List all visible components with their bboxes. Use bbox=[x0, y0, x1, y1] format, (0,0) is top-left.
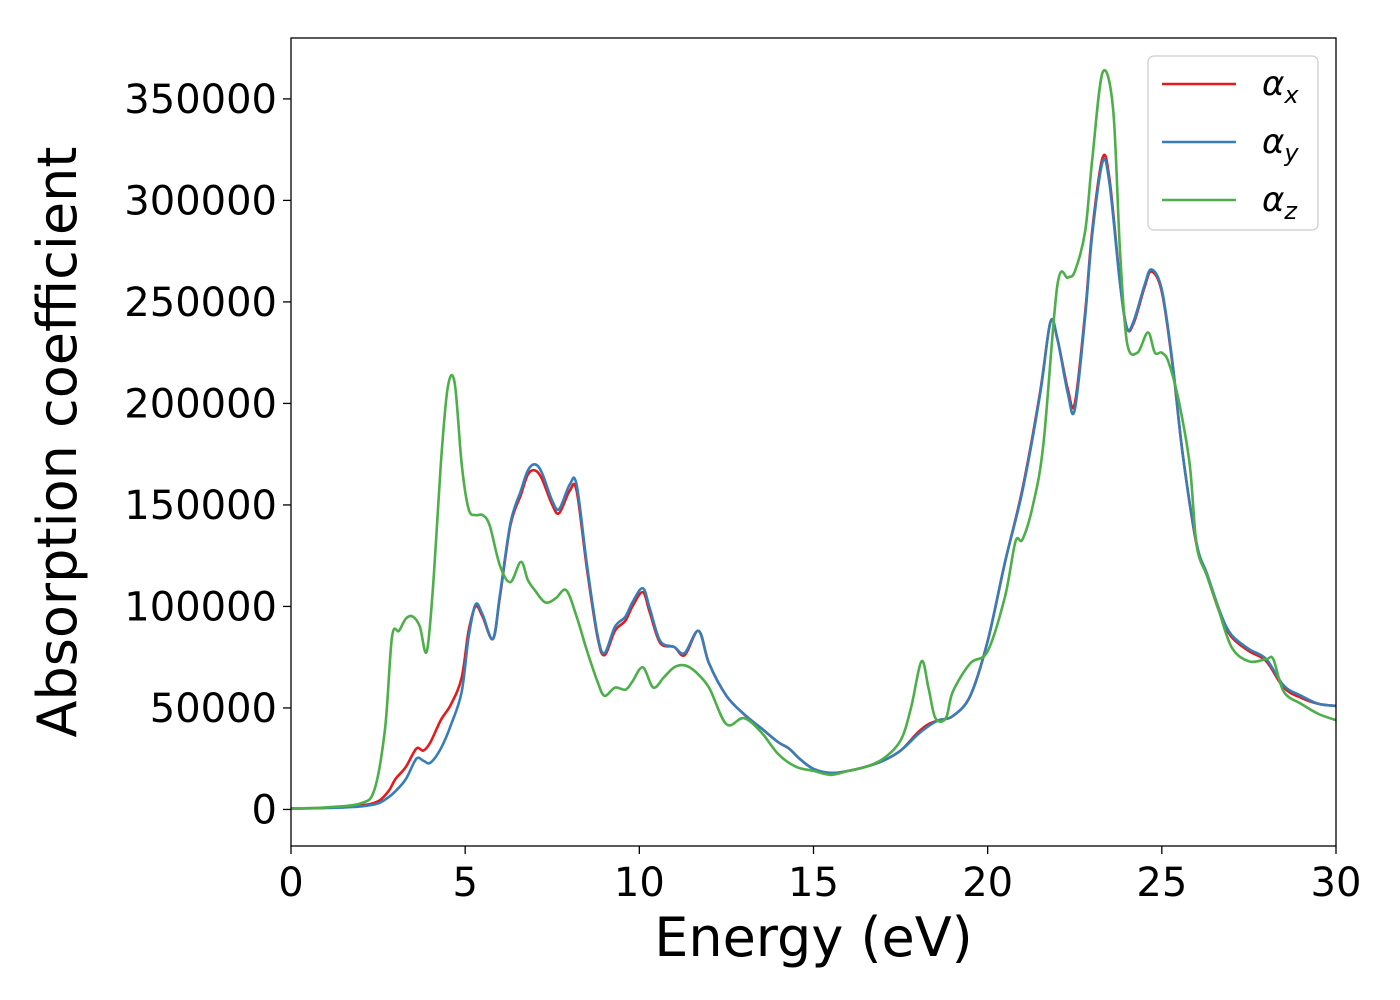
legend-label-sub: x bbox=[1283, 81, 1299, 109]
y-tick-label: 100000 bbox=[124, 584, 277, 630]
x-axis-title: Energy (eV) bbox=[654, 906, 973, 969]
x-tick-label: 10 bbox=[614, 860, 665, 906]
y-tick-label: 0 bbox=[252, 787, 277, 833]
legend-label-x: αx bbox=[1262, 64, 1299, 109]
x-tick-label: 25 bbox=[1136, 860, 1187, 906]
legend-label-base: α bbox=[1262, 122, 1284, 162]
x-tick-label: 30 bbox=[1311, 860, 1362, 906]
series-line-y bbox=[290, 157, 1337, 810]
y-axis: 0 50000 100000 150000 200000 250000 300000 3500… bbox=[124, 77, 291, 833]
x-tick-label: 5 bbox=[452, 860, 477, 906]
y-tick-label: 300000 bbox=[124, 178, 277, 224]
legend-label-base: α bbox=[1262, 64, 1284, 104]
x-tick-label: 0 bbox=[278, 860, 303, 906]
x-tick-label: 15 bbox=[788, 860, 839, 906]
series-layer bbox=[290, 69, 1337, 810]
legend-label-z: αz bbox=[1262, 180, 1298, 225]
y-tick-label: 200000 bbox=[124, 381, 277, 427]
legend-label-y: αy bbox=[1262, 122, 1299, 167]
legend-label-sub: y bbox=[1283, 139, 1299, 167]
x-axis: 0 5 10 15 20 25 30 bbox=[278, 846, 1361, 906]
legend-label-base: α bbox=[1262, 180, 1284, 220]
x-tick-label: 20 bbox=[962, 860, 1013, 906]
series-line-z bbox=[290, 69, 1337, 810]
y-tick-label: 150000 bbox=[124, 483, 277, 529]
y-tick-label: 350000 bbox=[124, 77, 277, 123]
legend-label-sub: z bbox=[1283, 197, 1298, 225]
y-tick-label: 50000 bbox=[150, 686, 277, 732]
y-tick-label: 250000 bbox=[124, 280, 277, 326]
y-axis-title: Absorption coefficient bbox=[26, 147, 89, 738]
